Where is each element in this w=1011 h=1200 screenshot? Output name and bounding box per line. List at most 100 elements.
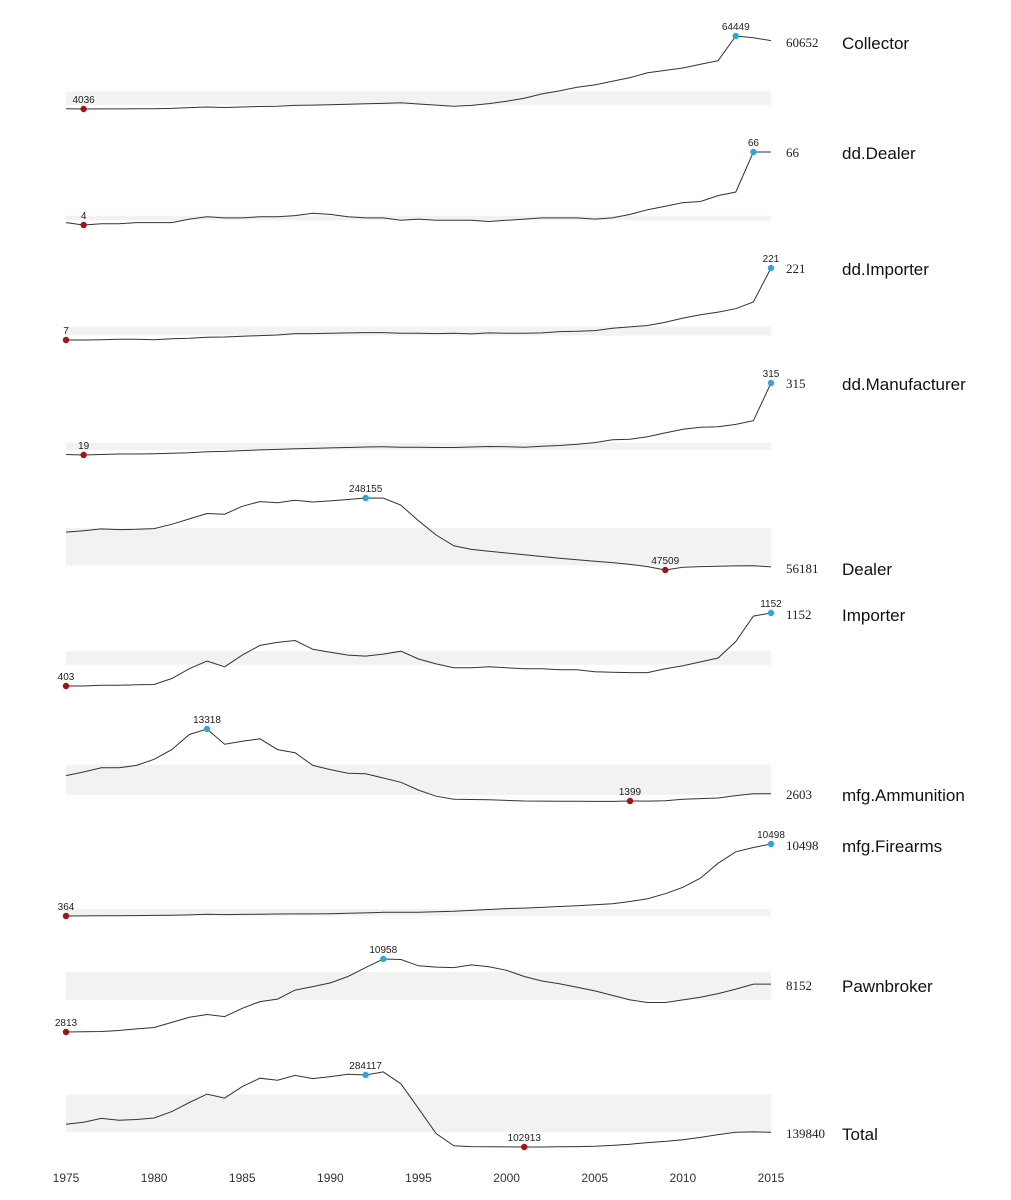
max-label-dd-importer: 221: [763, 254, 780, 265]
max-label-importer: 1152: [760, 599, 782, 610]
max-label-mfg-firearms: 10498: [757, 830, 785, 841]
max-label-dealer: 248155: [349, 484, 383, 495]
max-label-mfg-ammunition: 13318: [193, 715, 221, 726]
x-tick-label-1975: 1975: [53, 1171, 80, 1185]
end-value-importer: 1152: [786, 607, 812, 622]
end-value-mfg-firearms: 10498: [786, 838, 819, 853]
end-value-pawnbroker: 8152: [786, 978, 812, 993]
end-value-dd-dealer: 66: [786, 145, 800, 160]
series-line-dd-manufacturer: [65, 382, 772, 456]
series-label-pawnbroker: Pawnbroker: [842, 977, 933, 996]
band-dd-dealer: [66, 215, 771, 221]
series-label-collector: Collector: [842, 34, 909, 53]
band-total: [66, 1094, 771, 1133]
min-label-dd-manufacturer: 19: [78, 441, 90, 452]
series-line-collector: [65, 35, 772, 110]
band-dealer: [66, 527, 771, 566]
x-tick-label-2010: 2010: [670, 1171, 697, 1185]
min-label-pawnbroker: 2813: [55, 1018, 78, 1029]
max-point-mfg-ammunition: [203, 725, 211, 733]
max-label-total: 284117: [349, 1061, 382, 1072]
min-point-total: [521, 1143, 528, 1151]
min-point-mfg-firearms: [62, 912, 70, 920]
panel-dd-dealer: 66 4 66 dd.Dealer: [65, 138, 916, 229]
band-importer: [66, 651, 771, 665]
series-label-dd-manufacturer: dd.Manufacturer: [842, 375, 966, 394]
x-tick-label-2015: 2015: [758, 1171, 785, 1185]
x-tick-label-2000: 2000: [493, 1171, 520, 1185]
series-line-mfg-firearms: [65, 843, 772, 917]
end-value-dd-manufacturer: 315: [786, 376, 806, 391]
series-label-mfg-firearms: mfg.Firearms: [842, 837, 942, 856]
min-label-mfg-ammunition: 1399: [619, 787, 642, 798]
min-point-pawnbroker: [62, 1028, 70, 1036]
panel-dealer: 248155 47509 56181 Dealer: [65, 484, 892, 579]
min-label-dd-importer: 7: [63, 326, 69, 337]
min-point-collector: [80, 105, 87, 113]
series-line-total: [65, 1071, 772, 1148]
end-value-dealer: 56181: [786, 561, 819, 576]
end-value-mfg-ammunition: 2603: [786, 787, 812, 802]
max-point-dealer: [362, 494, 369, 502]
max-point-dd-dealer: [750, 148, 757, 156]
panel-mfg-firearms: 10498 364 10498 mfg.Firearms: [58, 830, 942, 920]
panel-collector: 64449 4036 60652 Collector: [65, 22, 909, 113]
min-label-dealer: 47509: [651, 556, 679, 567]
panel-mfg-ammunition: 13318 1399 2603 mfg.Ammunition: [65, 715, 965, 805]
band-dd-importer: [66, 326, 771, 336]
series-line-mfg-ammunition: [65, 728, 771, 802]
band-collector: [66, 91, 771, 105]
max-point-mfg-firearms: [767, 840, 775, 848]
max-point-pawnbroker: [380, 955, 387, 963]
min-point-mfg-ammunition: [626, 797, 634, 805]
x-tick-label-1980: 1980: [141, 1171, 168, 1185]
x-tick-label-2005: 2005: [581, 1171, 608, 1185]
x-tick-label-1985: 1985: [229, 1171, 256, 1185]
series-label-dealer: Dealer: [842, 560, 892, 579]
series-label-dd-dealer: dd.Dealer: [842, 144, 916, 163]
max-label-pawnbroker: 10958: [369, 945, 397, 956]
min-point-dd-manufacturer: [80, 451, 87, 459]
end-value-collector: 60652: [786, 35, 819, 50]
max-point-dd-manufacturer: [767, 379, 775, 387]
max-label-collector: 64449: [722, 22, 750, 33]
end-value-dd-importer: 221: [786, 261, 806, 276]
end-value-total: 139840: [786, 1126, 825, 1141]
panel-dd-importer: 221 7 221 dd.Importer: [62, 254, 929, 344]
band-pawnbroker: [66, 972, 771, 1000]
min-point-dd-dealer: [80, 221, 87, 229]
band-dd-manufacturer: [66, 442, 771, 450]
series-line-dd-importer: [66, 267, 772, 341]
panel-dd-manufacturer: 315 19 315 dd.Manufacturer: [65, 369, 966, 459]
max-point-importer: [767, 609, 775, 617]
max-label-dd-dealer: 66: [748, 138, 760, 149]
min-label-total: 102913: [508, 1133, 542, 1144]
min-label-collector: 4036: [73, 95, 96, 106]
max-point-total: [362, 1071, 369, 1079]
series-line-importer: [66, 612, 772, 687]
max-label-dd-manufacturer: 315: [763, 369, 780, 380]
max-point-collector: [732, 32, 739, 40]
x-tick-label-1990: 1990: [317, 1171, 344, 1185]
min-label-dd-dealer: 4: [81, 211, 87, 222]
series-label-mfg-ammunition: mfg.Ammunition: [842, 786, 965, 805]
min-label-mfg-firearms: 364: [58, 902, 75, 913]
series-line-pawnbroker: [65, 958, 771, 1033]
x-axis: 1975 1980 1985 1990 1995 2000 2005 2010 2015: [53, 1171, 785, 1185]
panel-pawnbroker: 10958 2813 8152 Pawnbroker: [55, 945, 933, 1036]
series-label-dd-importer: dd.Importer: [842, 260, 929, 279]
panel-total: 284117 102913 139840 Total: [65, 1061, 878, 1151]
x-tick-label-1995: 1995: [405, 1171, 432, 1185]
min-point-dd-importer: [62, 336, 70, 344]
min-point-importer: [62, 682, 70, 690]
series-line-dealer: [65, 497, 772, 571]
max-point-dd-importer: [767, 264, 775, 272]
series-line-dd-dealer: [65, 151, 771, 226]
series-label-total: Total: [842, 1125, 878, 1144]
min-label-importer: 403: [58, 672, 75, 683]
panel-importer: 1152 403 1152 Importer: [58, 599, 906, 690]
series-label-importer: Importer: [842, 606, 906, 625]
min-point-dealer: [662, 566, 669, 574]
